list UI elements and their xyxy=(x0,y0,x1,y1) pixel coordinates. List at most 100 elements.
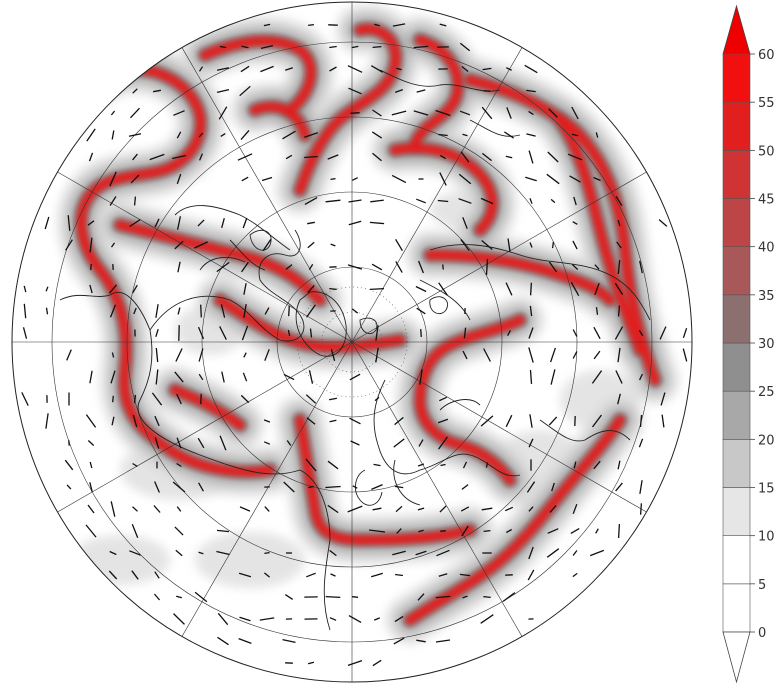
wind-vector xyxy=(133,394,137,404)
wind-vector xyxy=(413,45,429,49)
wind-vector xyxy=(264,349,270,361)
wind-vector xyxy=(66,484,72,490)
wind-vector xyxy=(480,614,494,624)
layer-jet-band-14 xyxy=(250,102,310,140)
wind-vector xyxy=(417,507,425,511)
wind-vector xyxy=(614,326,624,340)
wind-vector xyxy=(329,287,337,291)
wind-vector xyxy=(194,591,208,603)
layer-jet-band-8 xyxy=(390,143,497,235)
wind-vector xyxy=(548,261,558,273)
wind-vector xyxy=(154,571,160,579)
wind-vector xyxy=(44,216,50,230)
wind-vector xyxy=(569,175,581,183)
wind-vector xyxy=(369,287,385,291)
wind-vector xyxy=(198,373,204,381)
wind-vector xyxy=(391,174,407,184)
wind-vector xyxy=(263,23,271,27)
wind-vector xyxy=(461,484,469,490)
wind-vector xyxy=(529,282,533,296)
wind-vector xyxy=(239,616,251,622)
wind-vector xyxy=(173,613,185,625)
wind-vector xyxy=(591,414,603,428)
wind-vector xyxy=(639,373,643,381)
wind-vector xyxy=(481,152,493,162)
wind-vector xyxy=(241,176,249,182)
wind-vector xyxy=(154,415,160,427)
wind-vector xyxy=(442,264,444,270)
wind-vector xyxy=(327,504,339,514)
wind-vector xyxy=(572,572,578,578)
wind-vector xyxy=(112,395,114,403)
layer-jet-band-1 xyxy=(200,36,316,115)
wind-vector xyxy=(529,242,533,248)
wind-vector xyxy=(131,570,139,580)
wind-vector xyxy=(154,218,160,228)
wind-vector xyxy=(217,636,229,646)
meridian-7 xyxy=(181,341,353,637)
wind-vector xyxy=(111,352,115,358)
wind-vector xyxy=(309,328,313,338)
wind-vector xyxy=(176,393,182,405)
wind-vector xyxy=(90,263,92,271)
wind-vector xyxy=(573,196,577,206)
wind-vector xyxy=(594,264,600,270)
wind-vector xyxy=(155,347,159,363)
wind-vector xyxy=(371,572,383,578)
wind-vector xyxy=(259,617,275,621)
wind-vector xyxy=(109,304,117,318)
wind-vector xyxy=(595,528,599,534)
wind-vector xyxy=(435,595,451,599)
wind-vector xyxy=(392,23,406,27)
wind-vector xyxy=(395,261,403,273)
wind-vector xyxy=(529,370,533,384)
wind-vector xyxy=(198,153,204,161)
wind-vector xyxy=(87,440,95,446)
wind-vector xyxy=(615,195,623,207)
wind-vector xyxy=(221,371,225,383)
wind-vector xyxy=(462,595,468,599)
wind-vector xyxy=(351,308,359,314)
wind-vector xyxy=(286,440,292,446)
wind-vector xyxy=(394,615,404,623)
wind-vector xyxy=(243,303,247,319)
wind-vector xyxy=(351,596,359,598)
wind-vector xyxy=(661,414,665,428)
wind-vector xyxy=(330,349,336,361)
wind-vector xyxy=(374,23,380,27)
wind-vector xyxy=(285,264,293,270)
wind-vector xyxy=(172,154,186,160)
wind-vector xyxy=(216,550,230,556)
wind-vector xyxy=(572,550,578,556)
wind-vector xyxy=(151,392,163,406)
colorbar-segment-0 xyxy=(722,583,751,633)
colorbar-segment-7 xyxy=(722,246,751,296)
wind-vector xyxy=(194,241,208,249)
wind-vector xyxy=(328,397,338,401)
colorbar: 0 5 10 15 20 25 30 35 40 45 50 55 60 xyxy=(722,4,775,684)
wind-vector xyxy=(658,219,668,227)
wind-vector xyxy=(218,106,228,120)
wind-vector xyxy=(325,485,341,489)
wind-vector xyxy=(416,198,426,204)
layer-jet-band-7 xyxy=(215,295,405,352)
wind-vector xyxy=(133,196,137,206)
wind-vector xyxy=(370,65,384,73)
wind-vector xyxy=(416,307,426,315)
wind-vector xyxy=(548,108,558,118)
wind-vector xyxy=(438,133,448,137)
wind-vector xyxy=(371,131,383,139)
meridian-11 xyxy=(181,47,353,343)
wind-vector xyxy=(589,549,605,557)
wind-vector xyxy=(89,237,93,253)
wind-vector xyxy=(308,263,314,271)
wind-vector xyxy=(285,154,293,160)
wind-vector xyxy=(438,282,448,296)
wind-vector xyxy=(109,196,117,206)
wind-vector xyxy=(155,329,159,337)
wind-vector xyxy=(459,573,471,577)
wind-vector xyxy=(220,133,226,137)
wind-vector xyxy=(413,110,429,116)
wind-vector xyxy=(396,67,402,71)
